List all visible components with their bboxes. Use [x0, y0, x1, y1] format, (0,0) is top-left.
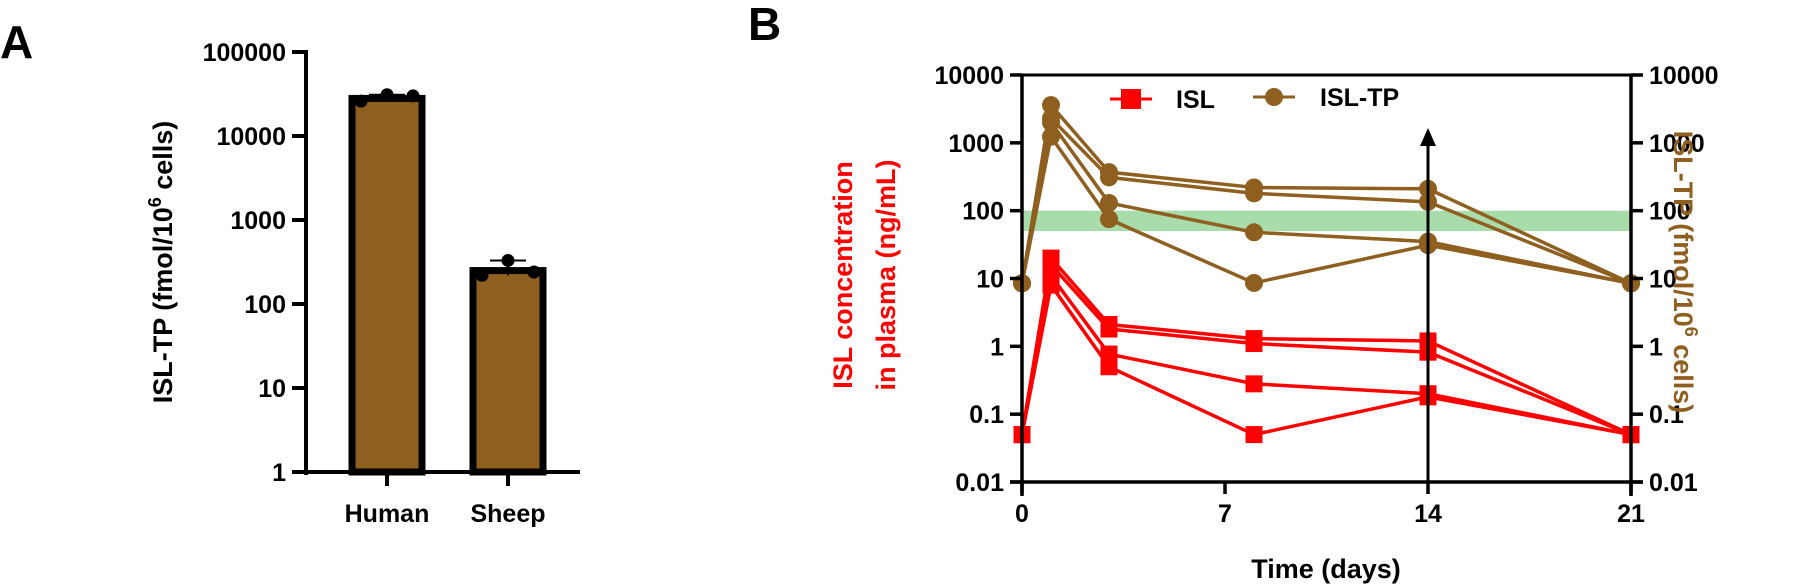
left-y-tick-label: 1000: [948, 130, 1004, 158]
right-y-axis-title-superscript: 6: [1681, 327, 1701, 337]
panel-label-b: B: [748, 0, 781, 50]
legend-isl-label: ISL: [1176, 86, 1215, 114]
right-y-tick-label: 0.01: [1649, 469, 1698, 497]
left-y-tick-label: 10000: [934, 62, 1004, 90]
isl-tp-marker: [1245, 273, 1263, 292]
panel-label-a: A: [0, 16, 33, 68]
isl-tp-line-subject-1: [1020, 103, 1632, 285]
left-y-tick-label: 0.1: [969, 401, 1004, 429]
right-y-tick-label: 1: [1649, 333, 1663, 361]
left-y-tick-label: 1: [990, 333, 1004, 361]
isl-tp-marker: [1042, 96, 1060, 115]
data-points: [354, 88, 541, 282]
y-tick-label: 10000: [216, 123, 286, 151]
x-tick-label: Sheep: [470, 500, 545, 528]
right-y-axis-title-text: ISL-TP (fmol/10: [1668, 131, 1698, 327]
isl-tp-marker: [1100, 193, 1118, 212]
axes: 0.01 0.01 0.1 0.1 1 1 10 10 100 100 1000 1000 10000 1…: [934, 62, 1718, 528]
x-tick-label: 0: [1015, 500, 1029, 528]
series-lines: [1020, 103, 1632, 437]
x-axis: Human Sheep: [304, 470, 580, 528]
isl-marker: [1245, 335, 1263, 353]
legend-isl-tp-circle-icon: [1265, 88, 1283, 106]
x-axis-title: Time (days): [1251, 554, 1401, 584]
y-tick-label: 1: [272, 459, 286, 487]
right-y-tick-label: 10000: [1649, 62, 1719, 90]
legend-isl-tp-label: ISL-TP: [1320, 84, 1399, 112]
data-point: [527, 265, 541, 279]
left-y-tick-label: 10: [976, 266, 1004, 294]
y-axis-title-suffix: cells): [148, 121, 178, 198]
left-y-tick-label: 100: [962, 198, 1004, 226]
right-y-axis-title: ISL-TP (fmol/106 cells): [1668, 131, 1701, 414]
y-axis: 1 10 100 1000 10000 100000: [203, 39, 308, 487]
data-point: [501, 253, 515, 267]
y-tick-label: 1000: [230, 207, 286, 235]
isl-tp-marker: [1245, 184, 1263, 203]
isl-tp-line-subject-3: [1020, 120, 1632, 286]
left-y-axis-title-line1: ISL concentration: [828, 161, 858, 389]
isl-marker: [1245, 375, 1263, 393]
isl-tp-line-subject-4: [1020, 134, 1632, 286]
right-y-tick-label: 100: [1649, 198, 1691, 226]
y-axis-title-superscript: 6: [145, 197, 165, 207]
isl-marker: [1100, 320, 1118, 338]
x-tick-label: 21: [1617, 500, 1645, 528]
isl-marker: [1100, 358, 1118, 376]
arrow-up-icon: [1420, 128, 1436, 146]
bar-sheep: [469, 267, 547, 476]
left-y-axis-title-line2: in plasma (ng/mL): [871, 159, 901, 390]
isl-tp-marker: [1245, 223, 1263, 242]
isl-tp-marker: [1042, 113, 1060, 132]
y-tick-label: 10: [258, 375, 286, 403]
data-point: [475, 268, 489, 282]
isl-marker: [1042, 276, 1060, 294]
x-tick-label: Human: [345, 500, 430, 528]
legend: ISL ISL-TP: [1110, 84, 1399, 114]
data-point: [354, 94, 368, 108]
x-tick-label: 7: [1218, 500, 1232, 528]
y-axis-title-text: ISL-TP (fmol/10: [148, 207, 178, 403]
isl-tp-marker: [1100, 210, 1118, 229]
isl-marker: [1245, 426, 1263, 444]
data-point: [380, 88, 394, 102]
right-y-tick-label: 1000: [1649, 130, 1705, 158]
right-y-tick-label: 0.1: [1649, 401, 1684, 429]
legend-isl-square-icon: [1121, 89, 1141, 109]
right-y-tick-label: 10: [1649, 266, 1677, 294]
y-tick-label: 100000: [203, 39, 286, 67]
right-y-axis-title-suffix: cells): [1668, 337, 1698, 414]
bars: [348, 94, 547, 476]
data-point: [406, 89, 420, 103]
isl-line-subject-4: [1020, 283, 1632, 437]
isl-tp-marker: [1100, 168, 1118, 187]
bar-human: [348, 94, 426, 476]
isl-tp-marker: [1042, 127, 1060, 146]
x-tick-label: 14: [1414, 500, 1442, 528]
y-axis-title: ISL-TP (fmol/106 cells): [145, 121, 178, 404]
panel-b-line-chart: 0.01 0.01 0.1 0.1 1 1 10 10 100 100 1000 1000 10000 1…: [828, 62, 1719, 584]
panel-a-bar-chart: 1 10 100 1000 10000 100000 Human Sheep ISL-TP …: [145, 39, 580, 528]
left-y-tick-label: 0.01: [955, 469, 1004, 497]
y-tick-label: 100: [244, 291, 286, 319]
series-markers: [1013, 96, 1640, 444]
dosing-arrow: [1420, 128, 1436, 482]
